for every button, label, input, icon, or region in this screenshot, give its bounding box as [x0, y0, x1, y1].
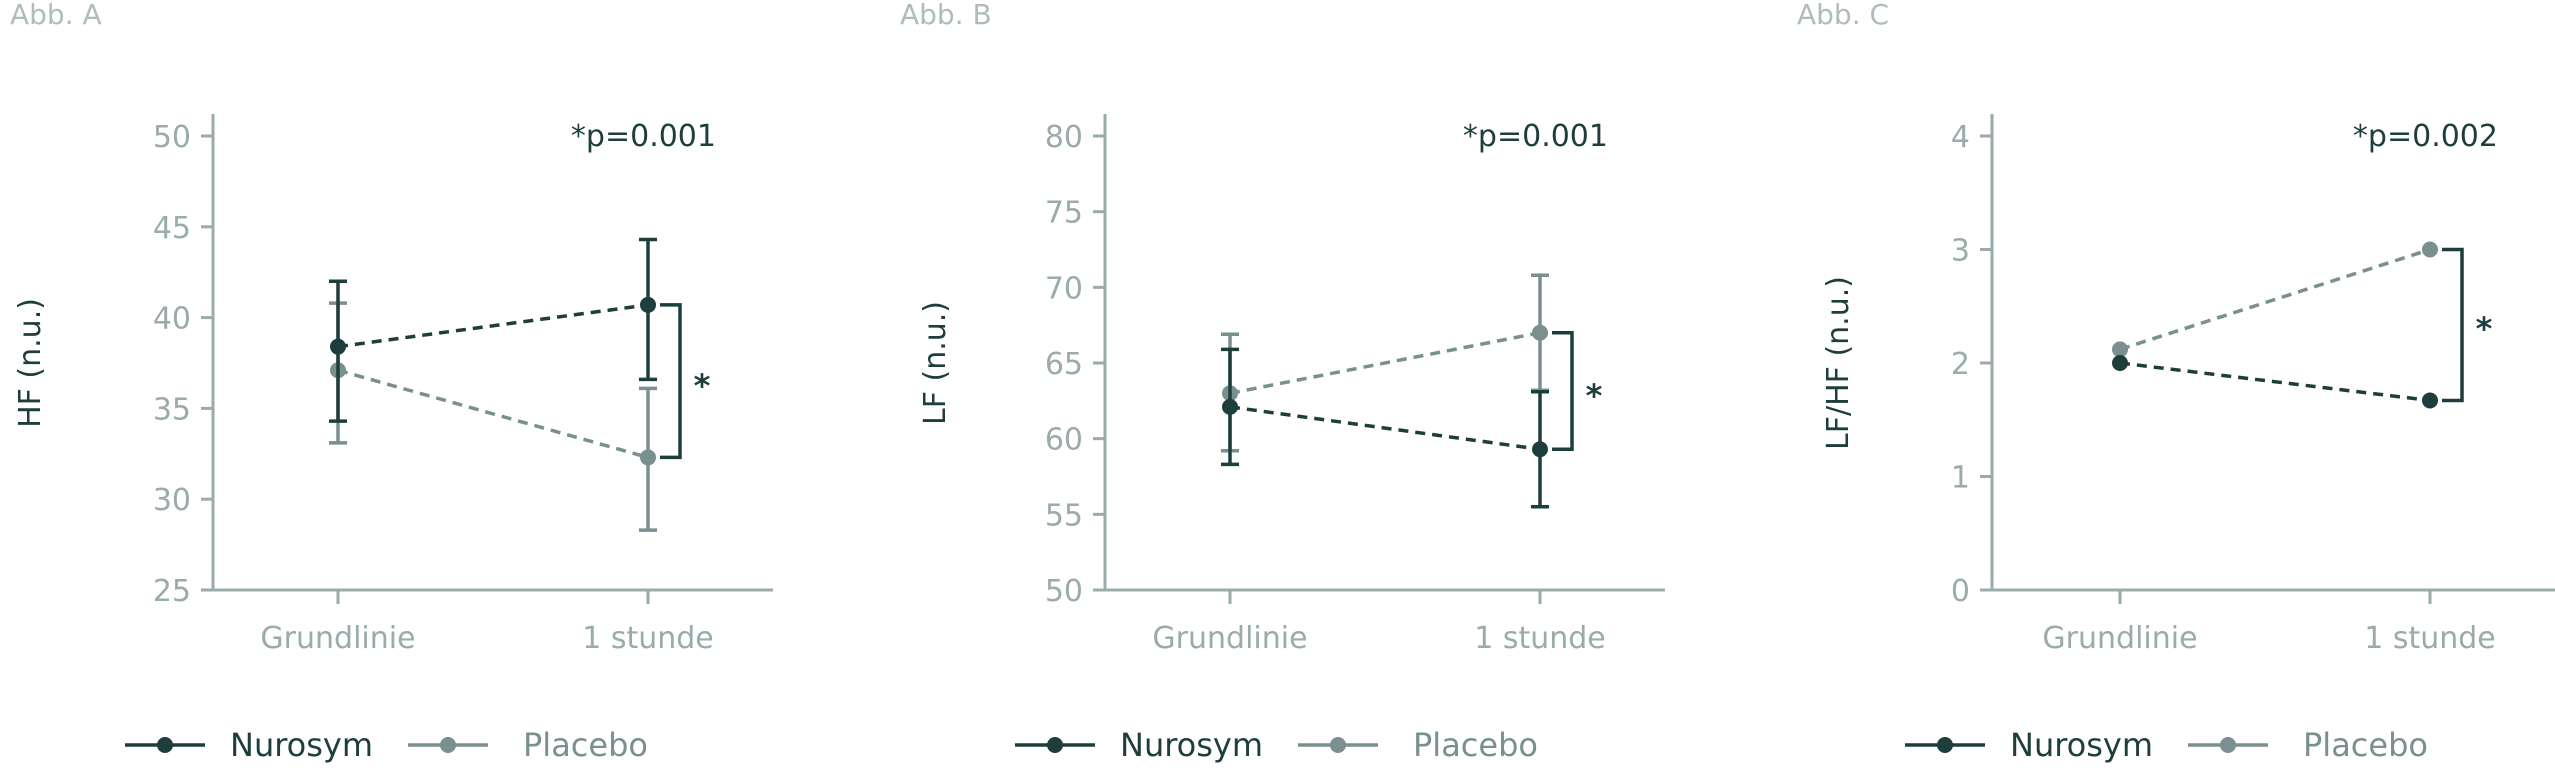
p-value-annotation: *p=0.002 — [2353, 119, 2498, 154]
x-tick-label: Grundlinie — [2042, 621, 2197, 656]
y-tick-label: 1 — [1951, 461, 1970, 496]
panel-label: Abb. B — [900, 0, 992, 31]
legend-nurosym-marker — [157, 737, 173, 753]
legend-nurosym-marker — [1047, 737, 1063, 753]
legend-nurosym-marker — [1937, 737, 1953, 753]
x-tick-label: Grundlinie — [1152, 621, 1307, 656]
y-tick-label: 3 — [1951, 234, 1970, 269]
y-tick-label: 25 — [153, 574, 191, 609]
placebo-series-line — [1229, 331, 1541, 395]
legend-placebo-label: Placebo — [2303, 726, 2428, 764]
y-tick-label: 50 — [1045, 574, 1083, 609]
significance-bracket — [660, 303, 682, 460]
x-tick-label: 1 stunde — [2364, 621, 2496, 656]
y-tick-label: 30 — [153, 483, 191, 518]
nurosym-series-line — [1229, 405, 1541, 451]
placebo-series-line — [337, 368, 649, 460]
nurosym-data-point — [640, 296, 656, 313]
x-tick-label: 1 stunde — [1474, 621, 1606, 656]
y-axis-label: LF (n.u.) — [918, 301, 953, 425]
y-tick-label: 35 — [153, 392, 191, 427]
legend-placebo-marker — [2220, 737, 2236, 753]
y-tick-label: 40 — [153, 302, 191, 337]
legend-placebo-marker — [440, 737, 456, 753]
significance-star: * — [694, 367, 711, 405]
y-tick-label: 50 — [153, 120, 191, 155]
panel-label: Abb. A — [10, 0, 102, 31]
y-tick-label: 0 — [1951, 574, 1970, 609]
placebo-data-point — [2112, 341, 2128, 358]
panel-label: Abb. C — [1797, 0, 1889, 31]
significance-bracket — [2442, 247, 2464, 403]
nurosym-data-point — [2422, 392, 2438, 409]
legend-nurosym-label: Nurosym — [1120, 726, 1263, 764]
x-tick-label: Grundlinie — [260, 621, 415, 656]
nurosym-series-line — [2119, 361, 2431, 403]
placebo-data-point — [2422, 241, 2438, 258]
nurosym-data-point — [330, 338, 346, 355]
legend-placebo-marker — [1330, 737, 1346, 753]
y-tick-label: 65 — [1045, 347, 1083, 382]
legend-placebo-label: Placebo — [1413, 726, 1538, 764]
nurosym-data-point — [1532, 441, 1548, 458]
y-tick-label: 55 — [1045, 498, 1083, 533]
p-value-annotation: *p=0.001 — [571, 119, 716, 154]
y-tick-label: 80 — [1045, 120, 1083, 155]
x-tick-label: 1 stunde — [582, 621, 714, 656]
y-tick-label: 2 — [1951, 347, 1970, 382]
y-axis-label: HF (n.u.) — [13, 298, 48, 428]
nurosym-series-line — [337, 303, 649, 349]
y-tick-label: 75 — [1045, 196, 1083, 231]
nurosym-data-point — [2112, 355, 2128, 371]
y-tick-label: 45 — [153, 211, 191, 246]
legend-nurosym-label: Nurosym — [230, 726, 373, 764]
y-tick-label: 70 — [1045, 271, 1083, 306]
placebo-data-point — [1532, 324, 1548, 341]
placebo-data-point — [640, 449, 656, 466]
y-axis-label: LF/HF (n.u.) — [1821, 276, 1856, 450]
y-tick-label: 4 — [1951, 120, 1970, 155]
p-value-annotation: *p=0.001 — [1463, 119, 1608, 154]
significance-bracket — [1552, 330, 1574, 452]
legend-nurosym-label: Nurosym — [2010, 726, 2153, 764]
nurosym-data-point — [1222, 398, 1238, 415]
significance-star: * — [2476, 310, 2493, 348]
significance-star: * — [1586, 377, 1603, 415]
y-tick-label: 60 — [1045, 423, 1083, 458]
legend-placebo-label: Placebo — [523, 726, 648, 764]
placebo-series-line — [2119, 247, 2431, 352]
